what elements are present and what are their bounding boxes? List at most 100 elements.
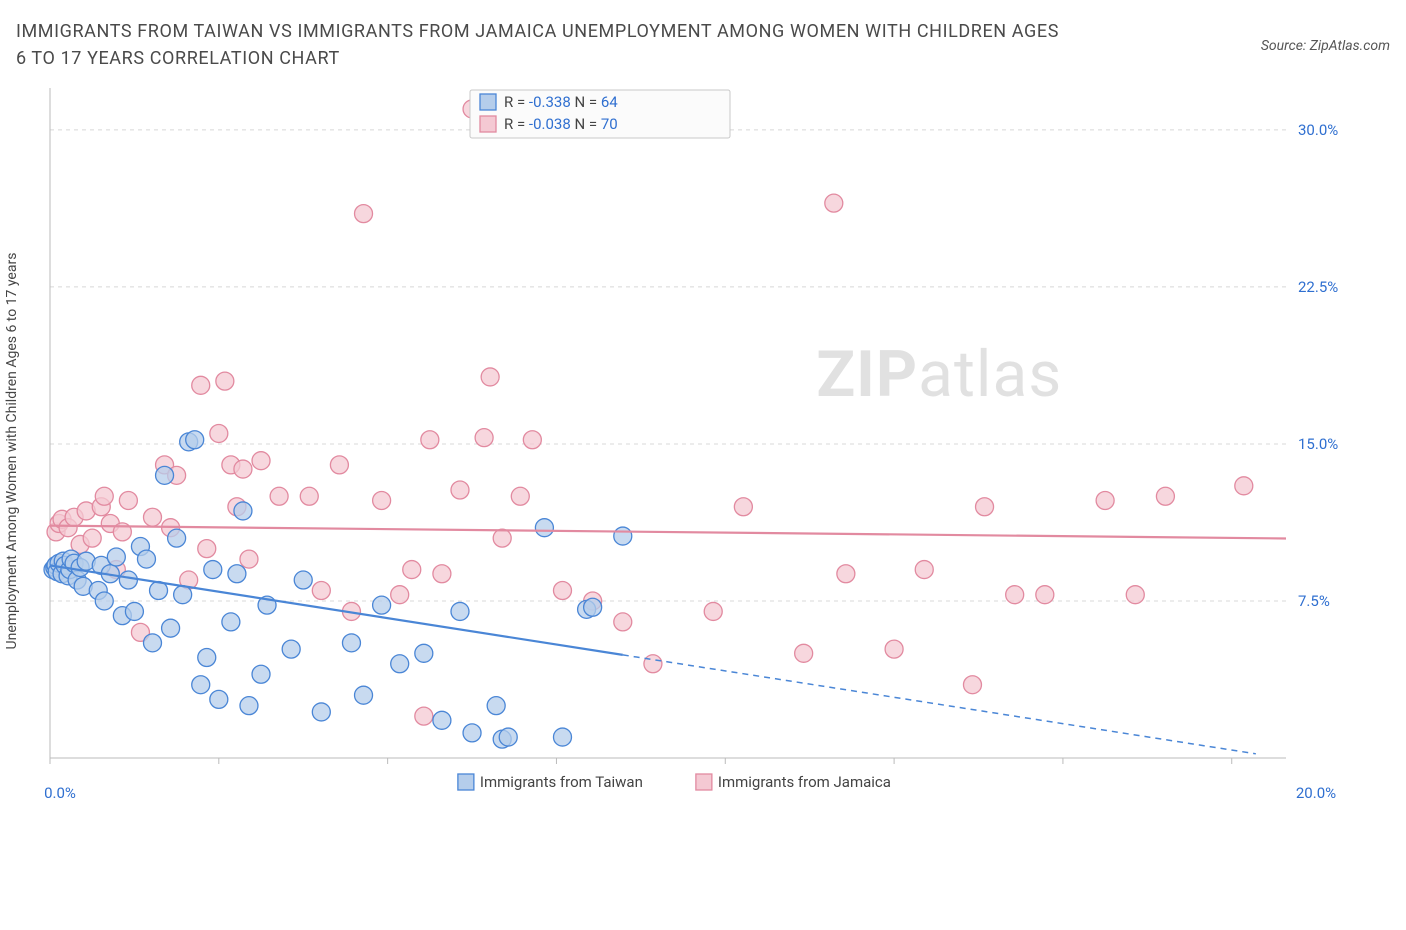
scatter-point [475, 429, 493, 447]
scatter-point [95, 487, 113, 505]
scatter-point [137, 550, 155, 568]
scatter-point [976, 498, 994, 516]
scatter-point [487, 697, 505, 715]
scatter-point [270, 487, 288, 505]
scatter-point [119, 491, 137, 509]
scatter-point [415, 644, 433, 662]
scatter-point [553, 728, 571, 746]
legend-stats-row: R = -0.038 N = 70 [504, 115, 618, 133]
scatter-point [433, 565, 451, 583]
correlation-scatter-chart: 7.5% 15.0% 22.5% 30.0% 0.0% 20.0% ZIPatlas R = … [16, 78, 1346, 808]
scatter-point [162, 619, 180, 637]
y-tick-label: 30.0% [1298, 121, 1338, 139]
scatter-point [216, 372, 234, 390]
scatter-point [1096, 491, 1114, 509]
scatter-point [373, 596, 391, 614]
scatter-point [421, 431, 439, 449]
scatter-point [312, 703, 330, 721]
scatter-point [125, 602, 143, 620]
scatter-point [403, 561, 421, 579]
scatter-point [795, 644, 813, 662]
chart-header: IMMIGRANTS FROM TAIWAN VS IMMIGRANTS FRO… [16, 18, 1390, 72]
scatter-point [499, 728, 517, 746]
chart-title: IMMIGRANTS FROM TAIWAN VS IMMIGRANTS FRO… [16, 18, 1066, 72]
y-tick-label: 15.0% [1298, 435, 1338, 453]
scatter-point [107, 548, 125, 566]
scatter-point [451, 602, 469, 620]
scatter-point [119, 571, 137, 589]
scatter-point [143, 634, 161, 652]
trend-line-extrap [623, 655, 1256, 754]
scatter-point [294, 571, 312, 589]
chart-container: Unemployment Among Women with Children A… [16, 78, 1390, 808]
scatter-point [433, 711, 451, 729]
scatter-point [481, 368, 499, 386]
scatter-point [885, 640, 903, 658]
scatter-point [734, 498, 752, 516]
scatter-point [463, 724, 481, 742]
scatter-point [451, 481, 469, 499]
legend-label: Immigrants from Jamaica [718, 773, 891, 791]
y-tick-label: 22.5% [1298, 278, 1338, 296]
watermark: ZIPatlas [816, 337, 1062, 412]
y-tick-label: 7.5% [1298, 592, 1330, 610]
scatter-point [210, 424, 228, 442]
scatter-point [186, 431, 204, 449]
legend-swatch [696, 774, 712, 790]
scatter-point [1126, 586, 1144, 604]
scatter-point [240, 697, 258, 715]
scatter-point [493, 529, 511, 547]
scatter-point [210, 690, 228, 708]
scatter-point [373, 491, 391, 509]
scatter-point [198, 649, 216, 667]
scatter-point [523, 431, 541, 449]
scatter-point [553, 582, 571, 600]
scatter-point [222, 613, 240, 631]
legend-swatch [480, 94, 496, 110]
scatter-point [704, 602, 722, 620]
scatter-point [535, 519, 553, 537]
scatter-point [584, 598, 602, 616]
scatter-point [415, 707, 433, 725]
scatter-point [174, 586, 192, 604]
scatter-point [198, 540, 216, 558]
scatter-point [614, 527, 632, 545]
scatter-point [252, 665, 270, 683]
y-axis-label: Unemployment Among Women with Children A… [4, 253, 20, 650]
source-attribution: Source: ZipAtlas.com [1261, 38, 1390, 54]
scatter-point [252, 452, 270, 470]
scatter-point [192, 376, 210, 394]
scatter-point [837, 565, 855, 583]
scatter-point [342, 634, 360, 652]
x-tick-label: 0.0% [44, 784, 76, 802]
x-tick-label: 20.0% [1296, 784, 1336, 802]
scatter-point [511, 487, 529, 505]
trend-line [50, 526, 1286, 539]
scatter-point [915, 561, 933, 579]
scatter-point [300, 487, 318, 505]
scatter-point [391, 586, 409, 604]
scatter-point [234, 502, 252, 520]
scatter-point [1235, 477, 1253, 495]
scatter-point [234, 460, 252, 478]
scatter-point [1036, 586, 1054, 604]
legend-stats-row: R = -0.338 N = 64 [504, 93, 618, 111]
scatter-point [614, 613, 632, 631]
scatter-point [228, 565, 246, 583]
scatter-point [143, 508, 161, 526]
scatter-point [1156, 487, 1174, 505]
scatter-point [391, 655, 409, 673]
legend-label: Immigrants from Taiwan [480, 773, 643, 791]
scatter-point [95, 592, 113, 610]
legend-swatch [480, 116, 496, 132]
scatter-point [963, 676, 981, 694]
legend-swatch [458, 774, 474, 790]
scatter-point [156, 466, 174, 484]
scatter-point [330, 456, 348, 474]
scatter-point [355, 686, 373, 704]
scatter-point [644, 655, 662, 673]
scatter-point [355, 205, 373, 223]
scatter-point [1006, 586, 1024, 604]
scatter-point [192, 676, 210, 694]
scatter-point [240, 550, 258, 568]
